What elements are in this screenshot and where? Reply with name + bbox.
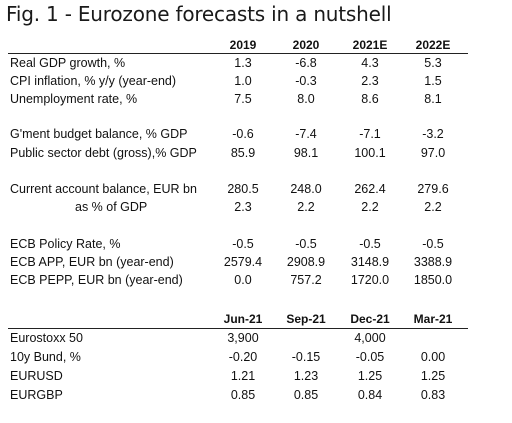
row-label: CPI inflation, % y/y (year-end) bbox=[10, 74, 177, 88]
table-row: G'ment budget balance, % GDP -0.6 -7.4 -… bbox=[0, 127, 512, 144]
cell: 2.3 bbox=[234, 200, 252, 214]
row-label: ECB APP, EUR bn (year-end) bbox=[10, 255, 174, 269]
table-row: ECB APP, EUR bn (year-end) 2579.4 2908.9… bbox=[0, 255, 512, 272]
header-2019: 2019 bbox=[229, 38, 257, 52]
cell: -0.20 bbox=[228, 350, 258, 364]
table-row: EURGBP 0.85 0.85 0.84 0.83 bbox=[0, 388, 512, 405]
header-sep-21: Sep-21 bbox=[286, 312, 326, 326]
table-row: Real GDP growth, % 1.3 -6.8 4.3 5.3 bbox=[0, 56, 512, 73]
table2-header-rule bbox=[8, 328, 468, 329]
cell: 0.84 bbox=[357, 388, 383, 402]
cell: -0.3 bbox=[295, 74, 317, 88]
header-2022e: 2022E bbox=[415, 38, 451, 52]
header-mar-21: Mar-21 bbox=[413, 312, 453, 326]
header-dec-21: Dec-21 bbox=[350, 312, 390, 326]
cell: 5.3 bbox=[424, 56, 442, 70]
cell: -7.1 bbox=[359, 127, 381, 141]
cell: 0.00 bbox=[420, 350, 446, 364]
cell: 97.0 bbox=[420, 146, 446, 160]
cell: 2579.4 bbox=[223, 255, 263, 269]
table-row: as % of GDP 2.3 2.2 2.2 2.2 bbox=[0, 200, 512, 217]
cell: 3,900 bbox=[227, 331, 259, 345]
cell: 8.0 bbox=[297, 92, 315, 106]
cell: 98.1 bbox=[293, 146, 319, 160]
row-label: 10y Bund, % bbox=[10, 350, 81, 364]
cell: -0.5 bbox=[232, 237, 254, 251]
cell: -0.5 bbox=[359, 237, 381, 251]
table-row: Eurostoxx 50 3,900 4,000 bbox=[0, 331, 512, 348]
header-2020: 2020 bbox=[292, 38, 320, 52]
cell: -7.4 bbox=[295, 127, 317, 141]
cell: -6.8 bbox=[295, 56, 317, 70]
table-row: Current account balance, EUR bn 280.5 24… bbox=[0, 182, 512, 199]
table-row: CPI inflation, % y/y (year-end) 1.0 -0.3… bbox=[0, 74, 512, 91]
cell: 280.5 bbox=[227, 182, 259, 196]
row-label: Public sector debt (gross),% GDP bbox=[10, 146, 197, 160]
cell: 0.85 bbox=[293, 388, 319, 402]
header-2021e: 2021E bbox=[352, 38, 388, 52]
cell: 85.9 bbox=[230, 146, 256, 160]
table-row: ECB PEPP, EUR bn (year-end) 0.0 757.2 17… bbox=[0, 273, 512, 290]
cell: 1.23 bbox=[293, 369, 319, 383]
row-label: ECB PEPP, EUR bn (year-end) bbox=[10, 273, 183, 287]
row-label: Current account balance, EUR bn bbox=[10, 182, 197, 196]
table1-header: 2019 2020 2021E 2022E bbox=[0, 38, 512, 55]
cell: 0.83 bbox=[420, 388, 446, 402]
cell: 262.4 bbox=[354, 182, 386, 196]
table-row: Unemployment rate, % 7.5 8.0 8.6 8.1 bbox=[0, 92, 512, 109]
cell: -0.6 bbox=[232, 127, 254, 141]
cell: 8.1 bbox=[424, 92, 442, 106]
cell: 1.21 bbox=[230, 369, 256, 383]
table-row: 10y Bund, % -0.20 -0.15 -0.05 0.00 bbox=[0, 350, 512, 367]
cell: 2.2 bbox=[424, 200, 442, 214]
cell: 1720.0 bbox=[350, 273, 390, 287]
row-label: Real GDP growth, % bbox=[10, 56, 126, 70]
cell: 248.0 bbox=[290, 182, 322, 196]
cell: 7.5 bbox=[234, 92, 252, 106]
cell: 1.5 bbox=[424, 74, 442, 88]
cell: 2908.9 bbox=[286, 255, 326, 269]
table-row: EURUSD 1.21 1.23 1.25 1.25 bbox=[0, 369, 512, 386]
cell: 3388.9 bbox=[413, 255, 453, 269]
cell: 1850.0 bbox=[413, 273, 453, 287]
row-label: Eurostoxx 50 bbox=[10, 331, 83, 345]
cell: 4.3 bbox=[361, 56, 379, 70]
cell: -0.5 bbox=[295, 237, 317, 251]
table-row: ECB Policy Rate, % -0.5 -0.5 -0.5 -0.5 bbox=[0, 237, 512, 254]
cell: -0.05 bbox=[355, 350, 385, 364]
cell: 279.6 bbox=[417, 182, 449, 196]
table2-header: Jun-21 Sep-21 Dec-21 Mar-21 bbox=[0, 312, 512, 329]
row-label: Unemployment rate, % bbox=[10, 92, 138, 106]
row-label: EURUSD bbox=[10, 369, 63, 383]
cell: 2.3 bbox=[361, 74, 379, 88]
cell: 0.0 bbox=[234, 273, 252, 287]
cell: -3.2 bbox=[422, 127, 444, 141]
cell: 1.25 bbox=[420, 369, 446, 383]
cell: 757.2 bbox=[290, 273, 322, 287]
table1-header-rule bbox=[8, 53, 468, 54]
cell: 1.3 bbox=[234, 56, 252, 70]
cell: 2.2 bbox=[361, 200, 379, 214]
cell: 100.1 bbox=[354, 146, 386, 160]
cell: -0.5 bbox=[422, 237, 444, 251]
page-title: Fig. 1 - Eurozone forecasts in a nutshel… bbox=[6, 2, 392, 26]
cell: 4,000 bbox=[354, 331, 386, 345]
row-label: ECB Policy Rate, % bbox=[10, 237, 121, 251]
table-row: Public sector debt (gross),% GDP 85.9 98… bbox=[0, 146, 512, 163]
row-label: as % of GDP bbox=[75, 200, 148, 214]
cell: 3148.9 bbox=[350, 255, 390, 269]
cell: 0.85 bbox=[230, 388, 256, 402]
row-label: G'ment budget balance, % GDP bbox=[10, 127, 188, 141]
cell: -0.15 bbox=[291, 350, 321, 364]
cell: 2.2 bbox=[297, 200, 315, 214]
header-jun-21: Jun-21 bbox=[223, 312, 263, 326]
cell: 1.0 bbox=[234, 74, 252, 88]
cell: 1.25 bbox=[357, 369, 383, 383]
cell: 8.6 bbox=[361, 92, 379, 106]
row-label: EURGBP bbox=[10, 388, 63, 402]
